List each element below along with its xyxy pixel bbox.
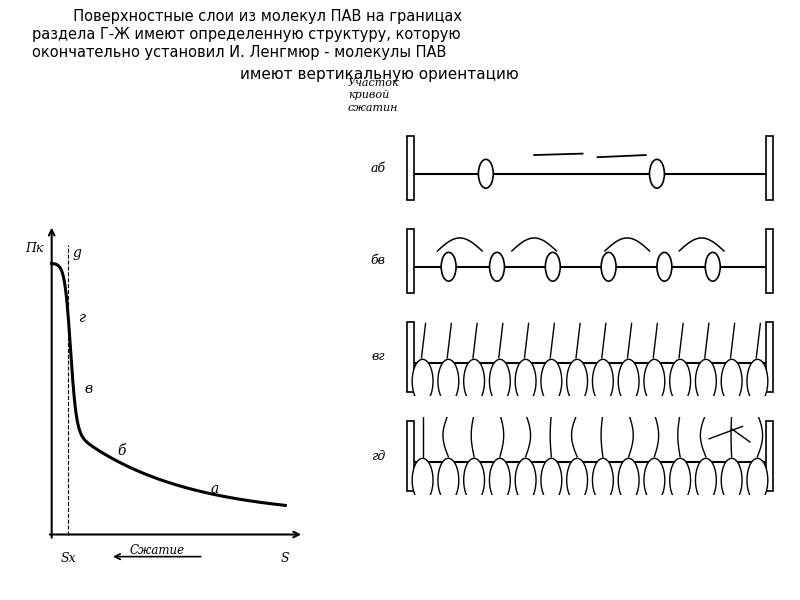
Circle shape bbox=[541, 359, 562, 403]
Text: раздела Г-Ж имеют определенную структуру, которую: раздела Г-Ж имеют определенную структуру… bbox=[32, 27, 461, 42]
Circle shape bbox=[438, 359, 458, 403]
Circle shape bbox=[650, 160, 665, 188]
Text: вг: вг bbox=[372, 350, 386, 364]
Bar bbox=[766, 136, 773, 200]
Text: б: б bbox=[117, 444, 126, 458]
Text: гд: гд bbox=[371, 449, 386, 463]
Bar bbox=[407, 421, 414, 491]
Bar bbox=[766, 322, 773, 392]
Circle shape bbox=[412, 359, 433, 403]
Circle shape bbox=[747, 458, 768, 502]
Circle shape bbox=[464, 458, 485, 502]
Bar bbox=[407, 322, 414, 392]
Circle shape bbox=[747, 359, 768, 403]
Circle shape bbox=[464, 359, 485, 403]
Circle shape bbox=[657, 253, 672, 281]
Text: Поверхностные слои из молекул ПАВ на границах: Поверхностные слои из молекул ПАВ на гра… bbox=[64, 9, 462, 24]
Text: S: S bbox=[281, 552, 290, 565]
Circle shape bbox=[722, 359, 742, 403]
Circle shape bbox=[412, 458, 433, 502]
Circle shape bbox=[490, 458, 510, 502]
Text: Участок
кривой
сжатин: Участок кривой сжатин bbox=[348, 78, 400, 113]
Text: Сжатие: Сжатие bbox=[130, 544, 184, 557]
Text: в: в bbox=[84, 382, 93, 396]
Circle shape bbox=[541, 458, 562, 502]
Circle shape bbox=[566, 359, 587, 403]
Circle shape bbox=[644, 359, 665, 403]
Circle shape bbox=[722, 458, 742, 502]
Text: окончательно установил И. Ленгмюр - молекулы ПАВ: окончательно установил И. Ленгмюр - моле… bbox=[32, 45, 446, 60]
Circle shape bbox=[515, 458, 536, 502]
Circle shape bbox=[670, 458, 690, 502]
Text: бв: бв bbox=[370, 254, 386, 268]
Text: Sх: Sх bbox=[60, 552, 76, 565]
Circle shape bbox=[442, 253, 456, 281]
Bar bbox=[407, 229, 414, 293]
Circle shape bbox=[670, 359, 690, 403]
Circle shape bbox=[593, 359, 614, 403]
Text: а: а bbox=[210, 482, 218, 496]
Circle shape bbox=[490, 253, 505, 281]
Circle shape bbox=[601, 253, 616, 281]
Text: г: г bbox=[78, 311, 86, 325]
Circle shape bbox=[618, 359, 639, 403]
Circle shape bbox=[546, 253, 560, 281]
Circle shape bbox=[490, 359, 510, 403]
Bar bbox=[766, 229, 773, 293]
Text: имеют вертикальную ориентацию: имеют вертикальную ориентацию bbox=[240, 67, 518, 82]
Circle shape bbox=[618, 458, 639, 502]
Circle shape bbox=[478, 160, 494, 188]
Text: Пк: Пк bbox=[25, 242, 43, 255]
Circle shape bbox=[593, 458, 614, 502]
Circle shape bbox=[566, 458, 587, 502]
Bar bbox=[407, 136, 414, 200]
Bar bbox=[766, 421, 773, 491]
Circle shape bbox=[515, 359, 536, 403]
Circle shape bbox=[644, 458, 665, 502]
Circle shape bbox=[706, 253, 720, 281]
Circle shape bbox=[695, 458, 716, 502]
Circle shape bbox=[438, 458, 458, 502]
Text: аб: аб bbox=[370, 161, 386, 175]
Circle shape bbox=[695, 359, 716, 403]
Text: g: g bbox=[73, 246, 82, 260]
